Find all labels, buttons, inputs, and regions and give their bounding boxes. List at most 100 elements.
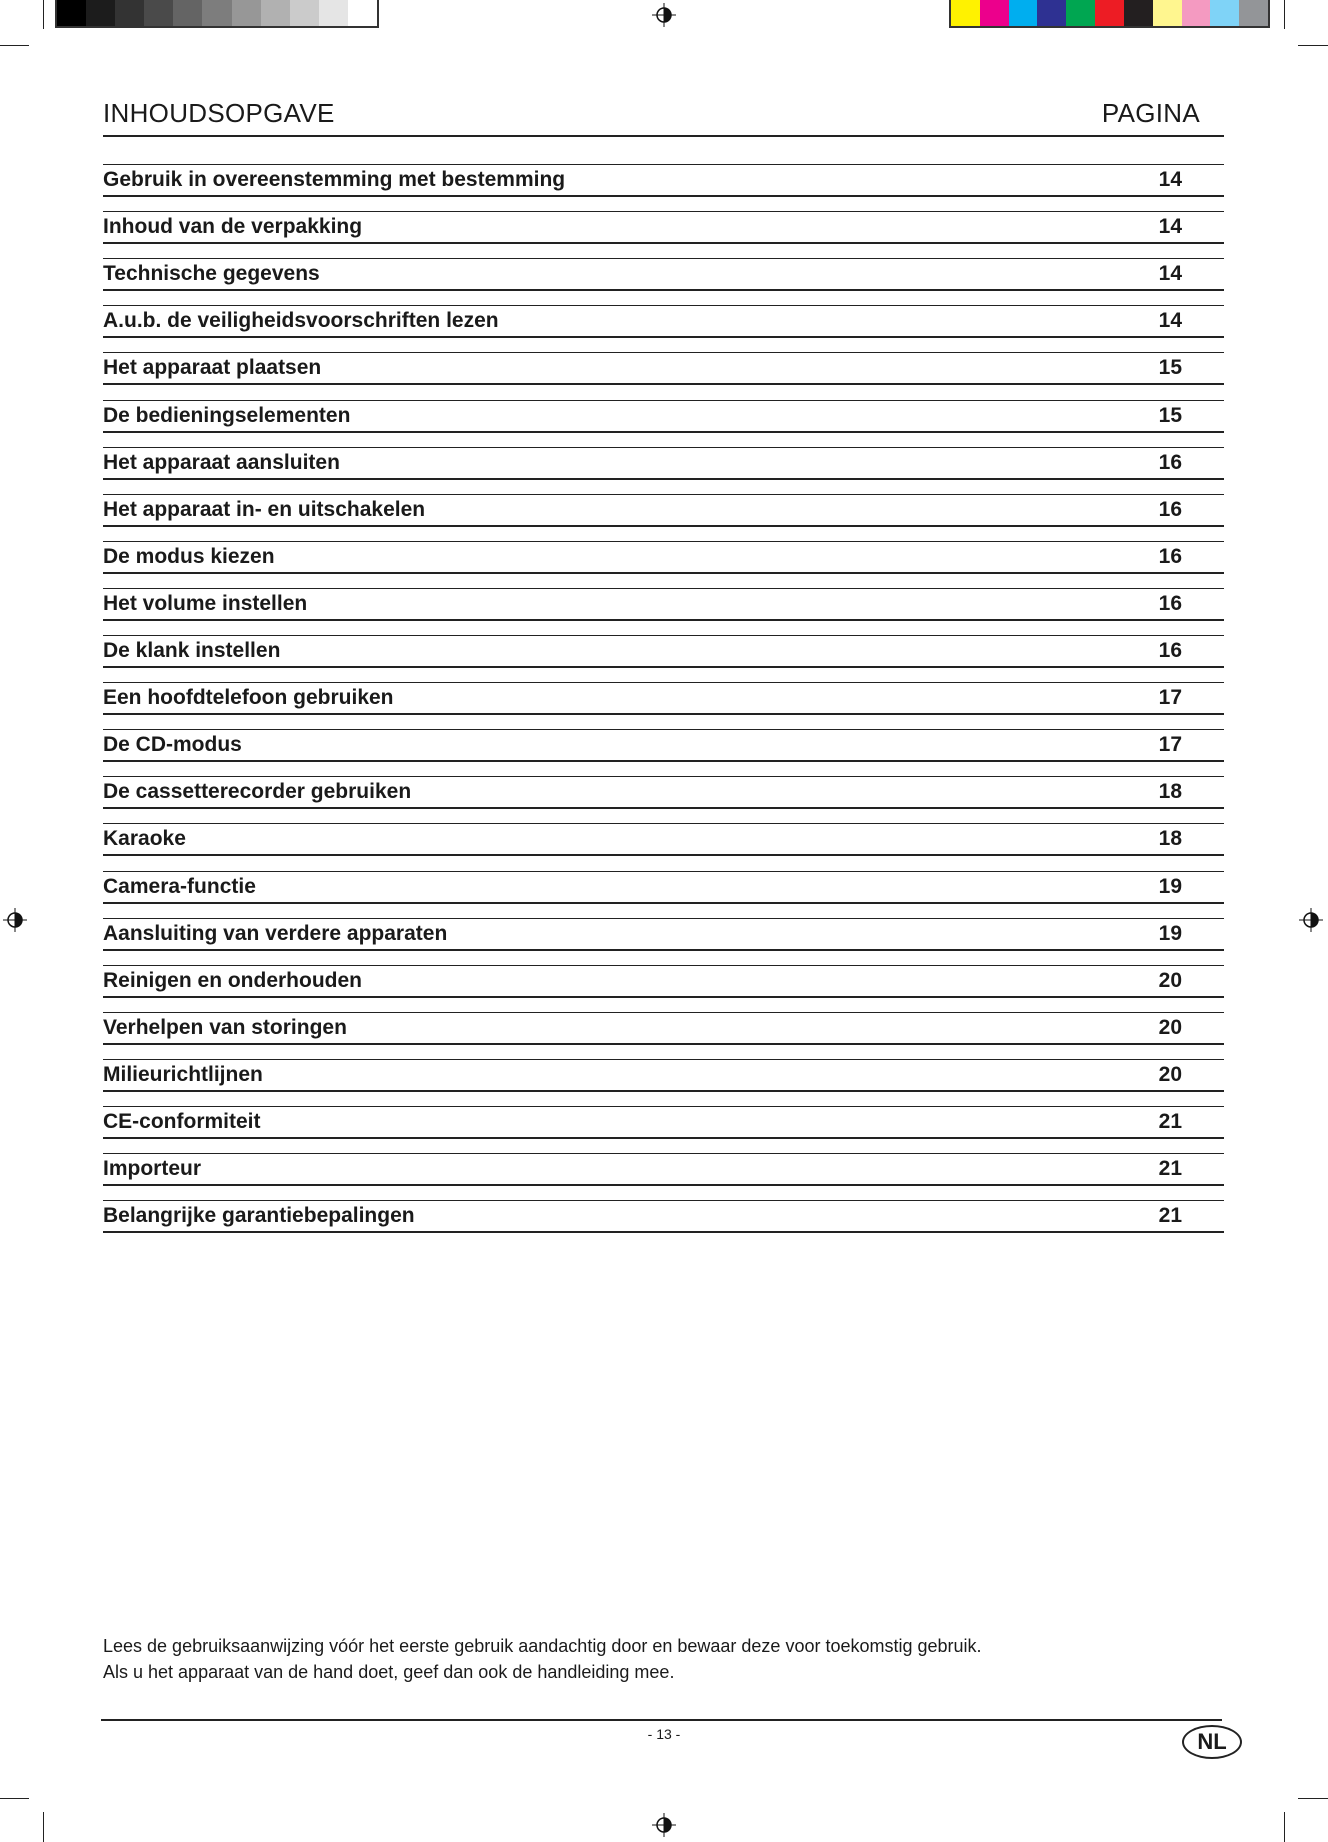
toc-entry-title: Importeur [103, 1157, 202, 1181]
crop-mark [1298, 1798, 1328, 1799]
toc-entry-page: 21 [1158, 1110, 1182, 1133]
toc-entry-page: 17 [1158, 733, 1182, 757]
color-swatch [1095, 0, 1124, 26]
toc-entry[interactable]: Een hoofdtelefoon gebruiken 17 [103, 682, 1224, 716]
toc-entry[interactable]: Het apparaat plaatsen 15 [103, 352, 1224, 386]
usage-note-line-1: Lees de gebruiksaanwijzing vóór het eers… [103, 1636, 982, 1656]
color-swatch [231, 0, 261, 26]
toc-entry-page: 16 [1158, 591, 1182, 615]
page-title: INHOUDSOPGAVE [103, 98, 335, 128]
toc-entry-page: 14 [1158, 309, 1182, 333]
color-swatch [951, 0, 980, 26]
crop-mark [1298, 45, 1328, 46]
toc-entry[interactable]: Inhoud van de verpakking 14 [103, 211, 1224, 245]
crop-mark [1284, 1812, 1285, 1842]
toc-entry-title: Inhoud van de verpakking [103, 215, 363, 239]
toc-entry-title: Camera-functie [103, 874, 256, 898]
toc-entry-page: 21 [1158, 1204, 1182, 1228]
toc-entry-title: De cassetterecorder gebruiken [103, 780, 412, 804]
color-swatch [1152, 0, 1182, 26]
toc-entry[interactable]: Milieurichtlijnen 20 [103, 1058, 1224, 1092]
toc-entry[interactable]: De bedieningselementen 15 [103, 399, 1224, 433]
registration-mark-icon [652, 3, 676, 27]
registration-mark-icon [652, 1813, 676, 1837]
toc-entry-page: 14 [1158, 168, 1182, 191]
color-swatch [1210, 0, 1240, 26]
toc-entry[interactable]: CE-conformiteit 21 [103, 1106, 1224, 1139]
toc-entry-title: A.u.b. de veiligheidsvoorschriften lezen [103, 309, 499, 333]
toc-entry-title: CE-conformiteit [103, 1110, 261, 1133]
color-swatch [1066, 0, 1096, 26]
header-divider [103, 135, 1224, 137]
page-number: - 13 - [647, 1726, 681, 1742]
toc-entry[interactable]: Reinigen en onderhouden 20 [103, 964, 1224, 998]
toc-entry-page: 19 [1158, 921, 1182, 945]
toc-entry-title: De CD-modus [103, 733, 242, 757]
color-swatch [86, 0, 116, 26]
color-swatch [173, 0, 203, 26]
color-swatch [1239, 0, 1268, 26]
color-swatch [260, 0, 290, 26]
toc-entry[interactable]: Het apparaat aansluiten 16 [103, 446, 1224, 480]
toc-entry[interactable]: De cassetterecorder gebruiken 18 [103, 776, 1224, 810]
toc-entry-title: Het apparaat in- en uitschakelen [103, 497, 426, 521]
color-swatch [1181, 0, 1211, 26]
toc-entry[interactable]: Karaoke 18 [103, 823, 1224, 857]
color-swatch [347, 0, 378, 26]
toc-entry-page: 16 [1158, 497, 1182, 521]
toc-entry-page: 18 [1158, 827, 1182, 851]
toc-entry[interactable]: A.u.b. de veiligheidsvoorschriften lezen… [103, 305, 1224, 339]
color-calibration-bar [949, 0, 1270, 28]
toc-entry-title: Reinigen en onderhouden [103, 968, 363, 992]
registration-mark-icon [1299, 908, 1323, 932]
toc-entry-title: Het apparaat aansluiten [103, 450, 340, 474]
toc-entry-title: Een hoofdtelefoon gebruiken [103, 686, 394, 710]
toc-entry-page: 21 [1158, 1157, 1182, 1181]
toc-entry[interactable]: Camera-functie 19 [103, 870, 1224, 904]
toc-entry[interactable]: Aansluiting van verdere apparaten 19 [103, 917, 1224, 951]
toc-entry-title: Het volume instellen [103, 591, 308, 615]
toc-entry-page: 17 [1158, 686, 1182, 710]
toc-entry-page: 16 [1158, 450, 1182, 474]
color-swatch [144, 0, 174, 26]
page-column-label: PAGINA [1101, 98, 1200, 128]
toc-entry-title: Karaoke [103, 827, 186, 851]
toc-entry[interactable]: De klank instellen 16 [103, 635, 1224, 668]
color-swatch [115, 0, 145, 26]
toc-entry[interactable]: Verhelpen van storingen 20 [103, 1011, 1224, 1045]
toc-entry-title: Technische gegevens [103, 262, 320, 286]
grayscale-calibration-bar [55, 0, 379, 28]
color-swatch [289, 0, 319, 26]
color-swatch [1037, 0, 1067, 26]
toc-entry-title: Het apparaat plaatsen [103, 356, 322, 380]
crop-mark [0, 1798, 29, 1799]
toc-entry-title: Verhelpen van storingen [103, 1015, 347, 1039]
toc-entry-page: 19 [1158, 874, 1182, 898]
toc-entry[interactable]: Gebruik in overeenstemming met bestemmin… [103, 164, 1224, 197]
toc-entry-title: Aansluiting van verdere apparaten [103, 921, 448, 945]
toc-entry-title: Gebruik in overeenstemming met bestemmin… [103, 168, 566, 191]
crop-mark [43, 0, 44, 29]
color-swatch [318, 0, 348, 26]
toc-entry-page: 14 [1158, 215, 1182, 239]
registration-mark-icon [3, 908, 27, 932]
language-badge: NL [1182, 1725, 1242, 1759]
toc-entry[interactable]: De modus kiezen 16 [103, 540, 1224, 574]
toc-entry[interactable]: De CD-modus 17 [103, 729, 1224, 763]
toc-entry[interactable]: Belangrijke garantiebepalingen 21 [103, 1200, 1224, 1234]
toc-entry-title: De bedieningselementen [103, 403, 351, 427]
crop-mark [43, 1812, 44, 1842]
toc-entry-title: De modus kiezen [103, 544, 275, 568]
toc-entry-title: Belangrijke garantiebepalingen [103, 1204, 415, 1228]
toc-entry[interactable]: Het volume instellen 16 [103, 587, 1224, 621]
toc-entry-page: 18 [1158, 780, 1182, 804]
toc-entry-page: 15 [1158, 403, 1182, 427]
toc-entry[interactable]: Technische gegevens 14 [103, 258, 1224, 292]
toc-entry-page: 15 [1158, 356, 1182, 380]
toc-entry-page: 20 [1158, 1015, 1182, 1039]
toc-entry[interactable]: Het apparaat in- en uitschakelen 16 [103, 493, 1224, 527]
color-swatch [1008, 0, 1038, 26]
toc-entry[interactable]: Importeur 21 [103, 1153, 1224, 1187]
toc-entry-page: 20 [1158, 968, 1182, 992]
toc-entry-page: 14 [1158, 262, 1182, 286]
